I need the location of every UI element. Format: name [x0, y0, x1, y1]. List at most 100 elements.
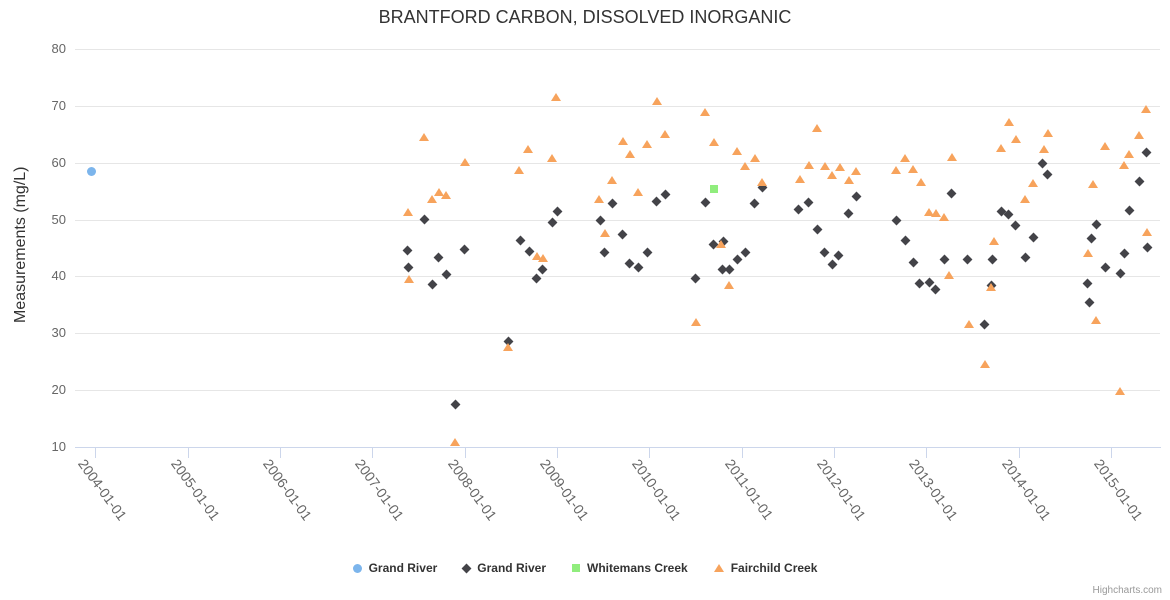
data-point-grand-river-dark[interactable]	[515, 235, 526, 246]
data-point-grand-river-dark[interactable]	[914, 278, 925, 289]
data-point-fairchild-creek[interactable]	[514, 165, 525, 174]
data-point-fairchild-creek[interactable]	[819, 162, 830, 171]
data-point-grand-river-dark[interactable]	[1083, 278, 1093, 289]
data-point-grand-river-dark[interactable]	[642, 247, 653, 258]
data-point-grand-river-dark[interactable]	[962, 254, 973, 265]
data-point-fairchild-creek[interactable]	[660, 129, 671, 138]
data-point-fairchild-creek[interactable]	[1099, 141, 1110, 150]
data-point-fairchild-creek[interactable]	[915, 177, 926, 186]
data-point-fairchild-creek[interactable]	[459, 158, 470, 167]
data-point-grand-river-dark[interactable]	[433, 252, 444, 263]
data-point-fairchild-creek[interactable]	[538, 254, 549, 263]
data-point-grand-river-dark[interactable]	[607, 198, 618, 209]
data-point-fairchild-creek[interactable]	[979, 360, 990, 369]
data-point-grand-river-dark[interactable]	[724, 264, 735, 275]
data-point-grand-river-dark[interactable]	[930, 284, 941, 295]
highcharts-credits-link[interactable]: Highcharts.com	[1092, 585, 1162, 596]
data-point-grand-river-dark[interactable]	[1100, 262, 1111, 273]
data-point-fairchild-creek[interactable]	[531, 251, 542, 260]
data-point-grand-river-dark[interactable]	[740, 247, 751, 258]
data-point-grand-river-dark[interactable]	[599, 247, 610, 258]
data-point-fairchild-creek[interactable]	[1141, 104, 1152, 113]
data-point-fairchild-creek[interactable]	[433, 188, 444, 197]
data-point-fairchild-creek[interactable]	[1028, 178, 1039, 187]
data-point-fairchild-creek[interactable]	[1133, 130, 1144, 139]
data-point-grand-river-blue[interactable]	[87, 167, 97, 177]
data-point-fairchild-creek[interactable]	[1115, 387, 1126, 396]
data-point-grand-river-dark[interactable]	[617, 229, 628, 240]
data-point-fairchild-creek[interactable]	[851, 167, 862, 176]
data-point-fairchild-creek[interactable]	[404, 275, 415, 284]
data-point-fairchild-creek[interactable]	[551, 92, 562, 101]
data-point-fairchild-creek[interactable]	[607, 176, 618, 185]
data-point-fairchild-creek[interactable]	[600, 228, 611, 237]
legend-item-whitemans-creek[interactable]: Whitemans Creek	[572, 561, 688, 575]
data-point-fairchild-creek[interactable]	[804, 161, 815, 170]
data-point-grand-river-dark[interactable]	[819, 247, 830, 258]
data-point-fairchild-creek[interactable]	[938, 213, 949, 222]
data-point-grand-river-dark[interactable]	[939, 254, 950, 265]
data-point-fairchild-creek[interactable]	[907, 164, 918, 173]
data-point-fairchild-creek[interactable]	[1043, 128, 1054, 137]
data-point-fairchild-creek[interactable]	[943, 271, 954, 280]
data-point-fairchild-creek[interactable]	[812, 124, 823, 133]
data-point-grand-river-dark[interactable]	[891, 215, 902, 226]
data-point-fairchild-creek[interactable]	[834, 163, 845, 172]
data-point-grand-river-dark[interactable]	[1084, 297, 1095, 307]
data-point-grand-river-dark[interactable]	[803, 197, 814, 208]
data-point-grand-river-dark[interactable]	[537, 264, 548, 275]
data-point-grand-river-dark[interactable]	[1124, 205, 1135, 216]
legend-item-fairchild-creek[interactable]: Fairchild Creek	[713, 561, 817, 575]
data-point-fairchild-creek[interactable]	[441, 190, 452, 199]
data-point-fairchild-creek[interactable]	[547, 153, 558, 162]
data-point-fairchild-creek[interactable]	[1123, 149, 1134, 158]
data-point-grand-river-dark[interactable]	[946, 188, 957, 199]
data-point-fairchild-creek[interactable]	[690, 318, 701, 327]
data-point-grand-river-dark[interactable]	[420, 214, 430, 225]
data-point-fairchild-creek[interactable]	[1082, 249, 1093, 258]
data-point-fairchild-creek[interactable]	[924, 208, 935, 217]
data-point-grand-river-dark[interactable]	[427, 279, 438, 290]
data-point-fairchild-creek[interactable]	[503, 343, 514, 352]
data-point-grand-river-dark[interactable]	[552, 206, 562, 217]
data-point-grand-river-dark[interactable]	[441, 269, 452, 280]
data-point-grand-river-dark[interactable]	[1020, 252, 1031, 263]
data-point-grand-river-dark[interactable]	[833, 250, 844, 261]
data-point-grand-river-dark[interactable]	[1028, 232, 1039, 243]
data-point-fairchild-creek[interactable]	[593, 195, 604, 204]
data-point-fairchild-creek[interactable]	[1118, 160, 1129, 169]
data-point-fairchild-creek[interactable]	[794, 174, 805, 183]
data-point-fairchild-creek[interactable]	[732, 146, 743, 155]
data-point-grand-river-dark[interactable]	[749, 198, 760, 209]
data-point-grand-river-dark[interactable]	[1037, 158, 1048, 169]
data-point-grand-river-dark[interactable]	[1143, 242, 1153, 253]
data-point-grand-river-dark[interactable]	[908, 257, 919, 268]
data-point-whitemans-creek[interactable]	[709, 184, 718, 193]
data-point-fairchild-creek[interactable]	[1038, 144, 1049, 153]
data-point-fairchild-creek[interactable]	[633, 188, 644, 197]
data-point-fairchild-creek[interactable]	[617, 136, 628, 145]
data-point-fairchild-creek[interactable]	[963, 320, 974, 329]
data-point-fairchild-creek[interactable]	[1087, 179, 1098, 188]
data-point-grand-river-dark[interactable]	[1003, 209, 1014, 220]
data-point-fairchild-creek[interactable]	[988, 236, 999, 245]
data-point-fairchild-creek[interactable]	[716, 239, 727, 248]
data-point-fairchild-creek[interactable]	[419, 132, 430, 141]
data-point-fairchild-creek[interactable]	[986, 283, 997, 292]
data-point-fairchild-creek[interactable]	[1004, 118, 1015, 127]
data-point-fairchild-creek[interactable]	[1020, 194, 1031, 203]
legend-item-grand-river-blue[interactable]: Grand River	[352, 561, 437, 575]
data-point-grand-river-dark[interactable]	[1141, 147, 1152, 158]
data-point-grand-river-dark[interactable]	[979, 319, 990, 330]
data-point-fairchild-creek[interactable]	[624, 150, 635, 159]
data-point-fairchild-creek[interactable]	[900, 153, 911, 162]
data-point-grand-river-dark[interactable]	[851, 191, 862, 202]
data-point-grand-river-dark[interactable]	[843, 208, 854, 219]
data-point-fairchild-creek[interactable]	[947, 152, 958, 161]
data-point-grand-river-dark[interactable]	[661, 189, 671, 200]
data-point-fairchild-creek[interactable]	[449, 438, 460, 447]
data-point-grand-river-dark[interactable]	[450, 399, 461, 410]
data-point-grand-river-dark[interactable]	[633, 262, 644, 273]
data-point-fairchild-creek[interactable]	[641, 140, 652, 149]
data-point-grand-river-dark[interactable]	[827, 259, 838, 270]
